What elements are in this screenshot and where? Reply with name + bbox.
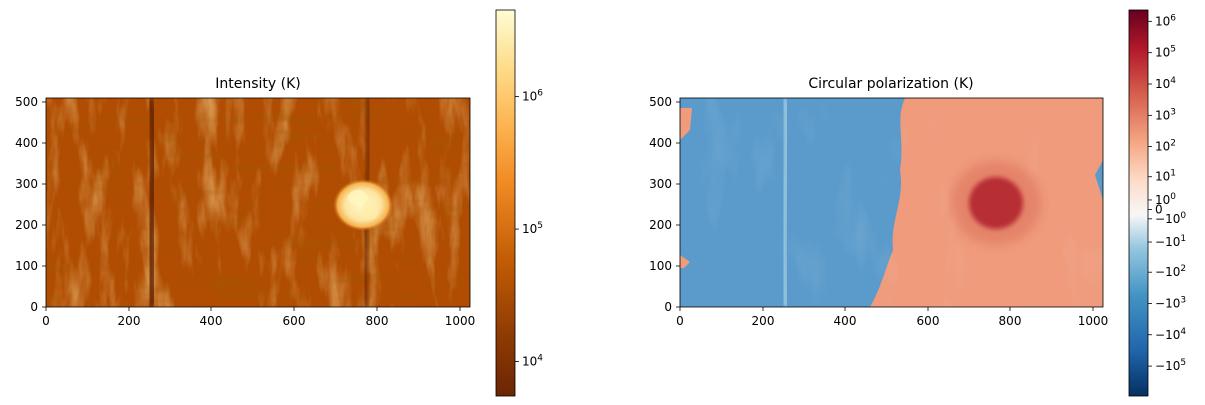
y-tick-label: 0 xyxy=(664,300,672,314)
intensity-image xyxy=(46,98,470,307)
x-tick-label: 600 xyxy=(283,314,306,328)
colorbar-tick-label: −105 xyxy=(1155,358,1186,373)
x-tick-label: 400 xyxy=(834,314,857,328)
colorbar-tick-label: 104 xyxy=(1155,76,1176,91)
x-tick-label: 1000 xyxy=(445,314,476,328)
polarization-x-ticks: 0 200 400 600 800 1000 xyxy=(676,307,1108,328)
x-tick-label: 600 xyxy=(917,314,940,328)
colorbar-tick-label: 105 xyxy=(1155,45,1176,60)
x-tick-label: 400 xyxy=(200,314,223,328)
intensity-x-ticks: 0 200 400 600 800 1000 xyxy=(42,307,475,328)
polarization-axes-frame xyxy=(679,97,1104,308)
y-tick-label: 0 xyxy=(30,300,38,314)
y-tick-label: 500 xyxy=(15,95,38,109)
y-tick-label: 300 xyxy=(15,177,38,191)
colorbar-tick-label: 100 xyxy=(1155,192,1176,207)
y-tick-label: 100 xyxy=(15,259,38,273)
x-tick-label: 800 xyxy=(999,314,1022,328)
polarization-title: Circular polarization (K) xyxy=(808,76,973,92)
colorbar-tick-label: 105 xyxy=(522,221,543,236)
colorbar-gradient xyxy=(1129,10,1148,396)
colorbar-tick-label: 103 xyxy=(1155,107,1176,122)
colorbar-tick-label: 106 xyxy=(1155,13,1176,28)
colorbar-gradient xyxy=(496,10,515,396)
y-tick-label: 500 xyxy=(649,95,672,109)
polarization-panel: Circular polarization (K) 0 200 xyxy=(649,9,1186,397)
colorbar-tick-label: 104 xyxy=(522,354,543,369)
colorbar-frame xyxy=(495,9,516,397)
colorbar-tick-label: 102 xyxy=(1155,139,1176,154)
y-tick-label: 400 xyxy=(649,136,672,150)
colorbar-tick-label: 106 xyxy=(522,89,543,104)
intensity-axes-frame xyxy=(45,97,471,308)
colorbar-tick-label: 101 xyxy=(1155,169,1176,184)
y-tick-label: 300 xyxy=(649,177,672,191)
y-tick-label: 200 xyxy=(649,218,672,232)
colorbar-tick-label: −104 xyxy=(1155,327,1186,342)
x-tick-label: 0 xyxy=(42,314,50,328)
polarization-y-ticks: 0 100 200 300 400 500 xyxy=(649,95,680,314)
colorbar-tick-label: −103 xyxy=(1155,295,1186,310)
x-tick-label: 200 xyxy=(752,314,775,328)
y-tick-label: 400 xyxy=(15,136,38,150)
colorbar-tick-label: −100 xyxy=(1155,211,1186,226)
intensity-colorbar: 104 105 106 xyxy=(495,9,543,397)
polarization-image xyxy=(680,98,1103,307)
intensity-y-ticks: 0 100 200 300 400 500 xyxy=(15,95,46,314)
y-tick-label: 200 xyxy=(15,218,38,232)
x-tick-label: 800 xyxy=(366,314,389,328)
colorbar-tick-label: −101 xyxy=(1155,234,1186,249)
x-tick-label: 0 xyxy=(676,314,684,328)
light-lane xyxy=(780,98,790,307)
colorbar-tick-label: 0 xyxy=(1155,202,1163,216)
x-tick-label: 200 xyxy=(118,314,141,328)
polarization-colorbar: 106 105 104 103 102 101 1000−100 −101 −102 −103 −1… xyxy=(1128,9,1186,397)
x-tick-label: 1000 xyxy=(1078,314,1109,328)
intensity-panel: Intensity (K) 0 200 400 600 800 xyxy=(15,9,543,397)
colorbar-frame xyxy=(1128,9,1149,397)
dark-lane xyxy=(146,98,158,307)
intensity-title: Intensity (K) xyxy=(215,76,301,92)
y-tick-label: 100 xyxy=(649,259,672,273)
colorbar-tick-label: −102 xyxy=(1155,264,1186,279)
